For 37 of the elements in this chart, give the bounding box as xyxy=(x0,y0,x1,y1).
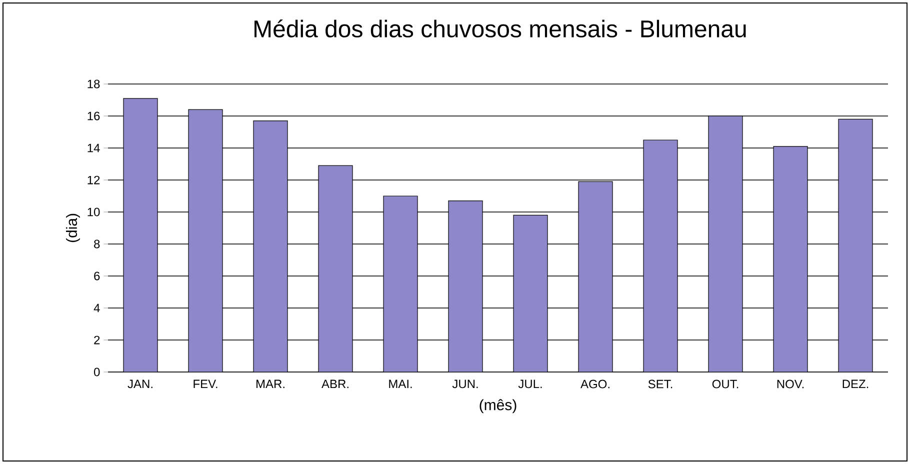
bar xyxy=(578,182,613,372)
y-tick-label: 0 xyxy=(94,368,100,376)
x-tick-label: NOV. xyxy=(777,380,804,388)
x-tick-label: OUT. xyxy=(712,380,738,388)
x-tick-label: DEZ. xyxy=(842,380,868,388)
y-tick-label: 6 xyxy=(94,272,100,280)
y-tick-label: 8 xyxy=(94,240,100,248)
y-tick-label: 4 xyxy=(94,304,100,312)
x-tick-label: MAI. xyxy=(389,380,412,388)
y-tick-label: 14 xyxy=(88,144,100,152)
bar xyxy=(708,116,743,372)
x-tick-label: ABR. xyxy=(322,380,348,388)
bar xyxy=(838,118,873,372)
x-tick-label: FEV. xyxy=(194,380,218,388)
bar xyxy=(774,146,808,372)
bar xyxy=(384,196,418,372)
x-tick-label: JUL. xyxy=(518,380,542,388)
x-tick-label: MAR. xyxy=(256,380,284,388)
bar xyxy=(254,120,288,372)
y-axis-title: (dia) xyxy=(66,214,80,242)
y-tick-label: 12 xyxy=(88,176,100,184)
bar xyxy=(124,98,158,372)
chart-title: Média dos dias chuvosos mensais - Blumenau xyxy=(254,20,746,38)
x-tick-label: JUN. xyxy=(452,380,478,388)
y-tick-label: 18 xyxy=(88,80,100,88)
x-tick-label: AGO. xyxy=(580,380,610,388)
bar xyxy=(514,215,548,372)
y-tick-label: 16 xyxy=(88,112,100,120)
x-axis-title: (mês) xyxy=(480,399,516,414)
bar xyxy=(318,166,353,372)
bar xyxy=(188,110,223,372)
bar xyxy=(644,140,678,372)
x-tick-label: SET. xyxy=(648,380,672,388)
bar xyxy=(448,200,483,372)
x-tick-label: JAN. xyxy=(128,380,152,388)
y-tick-label: 10 xyxy=(88,208,100,216)
y-tick-label: 2 xyxy=(94,336,100,344)
